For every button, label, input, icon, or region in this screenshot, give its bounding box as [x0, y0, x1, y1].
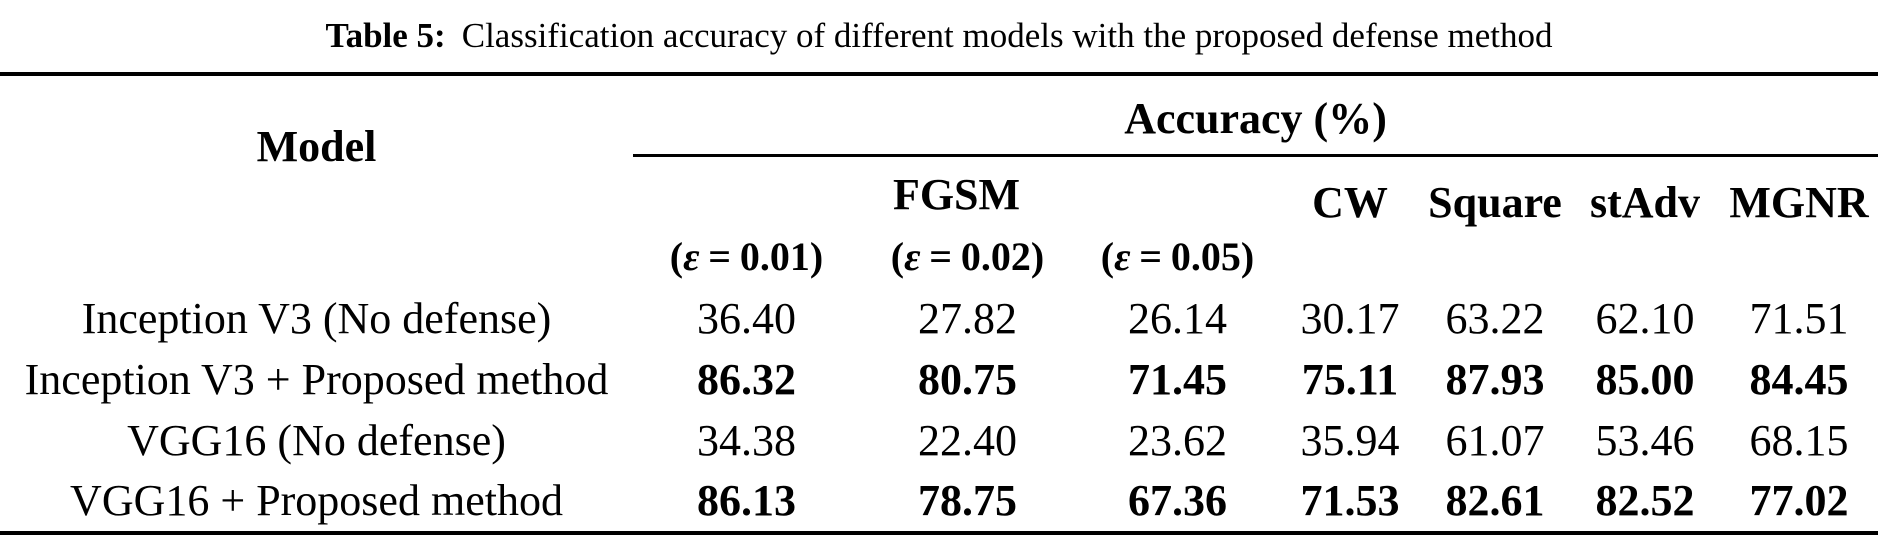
- table-caption-label: Table 5:: [325, 16, 446, 55]
- value-cell: 75.11: [1301, 355, 1399, 404]
- value-cell: 63.22: [1445, 294, 1545, 343]
- value-cell: 67.36: [1128, 476, 1227, 525]
- epsilon-symbol: ε: [1114, 233, 1131, 279]
- paren: (: [890, 233, 905, 279]
- model-name-cell: Inception V3 (No defense): [81, 294, 552, 343]
- value-cell: 71.53: [1300, 476, 1400, 525]
- value-cell: 86.13: [697, 476, 796, 525]
- value-cell: 80.75: [918, 355, 1017, 404]
- value-cell: 82.61: [1445, 476, 1545, 525]
- value-cell: 22.40: [918, 416, 1017, 465]
- value-cell: 36.40: [697, 294, 796, 343]
- value-cell: 61.07: [1445, 416, 1545, 465]
- equals-sign: =: [929, 233, 953, 279]
- value-cell: 62.10: [1595, 294, 1695, 343]
- epsilon-005-header: (ε = 0.05): [1075, 219, 1280, 289]
- equals-sign: =: [708, 233, 732, 279]
- value-cell: 87.93: [1445, 355, 1545, 404]
- epsilon-value: 0.05: [1170, 233, 1241, 279]
- table-row: VGG16 + Proposed method 86.13 78.75 67.3…: [0, 472, 1878, 533]
- model-name-cell: Inception V3 + Proposed method: [24, 355, 609, 404]
- model-name-cell: VGG16 + Proposed method: [70, 476, 563, 525]
- value-cell: 53.46: [1595, 416, 1695, 465]
- value-cell: 30.17: [1300, 294, 1400, 343]
- accuracy-group-header: Accuracy (%): [633, 74, 1878, 157]
- value-cell: 27.82: [918, 294, 1017, 343]
- epsilon-002-header: (ε = 0.02): [860, 219, 1075, 289]
- fgsm-column-header: FGSM: [892, 169, 1021, 219]
- table-caption-text: Classification accuracy of different mod…: [461, 16, 1553, 55]
- model-column-header: Model: [256, 122, 377, 172]
- value-cell: 23.62: [1128, 416, 1227, 465]
- value-cell: 86.32: [697, 355, 796, 404]
- epsilon-value: 0.01: [739, 233, 810, 279]
- table-row: Inception V3 (No defense) 36.40 27.82 26…: [0, 289, 1878, 350]
- value-cell: 68.15: [1749, 416, 1849, 465]
- value-cell: 34.38: [697, 416, 796, 465]
- header-row-attacks: FGSM CW Square stAdv MGNR: [0, 156, 1878, 225]
- cw-column-header: CW: [1312, 178, 1388, 227]
- mgnr-column-header: MGNR: [1729, 178, 1869, 227]
- value-cell: 71.51: [1749, 294, 1849, 343]
- value-cell: 82.52: [1595, 476, 1695, 525]
- value-cell: 35.94: [1300, 416, 1400, 465]
- value-cell: 71.45: [1128, 355, 1227, 404]
- paren: ): [1030, 233, 1045, 279]
- table-row: Inception V3 + Proposed method 86.32 80.…: [0, 350, 1878, 411]
- results-table: Model Accuracy (%) FGSM CW Square stAdv …: [0, 72, 1878, 535]
- paren: (: [669, 233, 684, 279]
- table-caption: Table 5: Classification accuracy of diff…: [0, 0, 1878, 72]
- table-row: VGG16 (No defense) 34.38 22.40 23.62 35.…: [0, 411, 1878, 472]
- header-row-accuracy: Model Accuracy (%): [0, 74, 1878, 169]
- value-cell: 77.02: [1749, 476, 1849, 525]
- value-cell: 84.45: [1749, 355, 1849, 404]
- epsilon-value: 0.02: [960, 233, 1031, 279]
- header-row-epsilon: (ε = 0.01) (ε = 0.02) (ε = 0.05): [0, 219, 1878, 289]
- value-cell: 78.75: [918, 476, 1017, 525]
- epsilon-001-header: (ε = 0.01): [633, 219, 860, 289]
- equals-sign: =: [1139, 233, 1163, 279]
- paren: (: [1100, 233, 1115, 279]
- results-table-header: Model Accuracy (%) FGSM CW Square stAdv …: [0, 74, 1878, 289]
- paren: ): [1240, 233, 1255, 279]
- results-table-body: Inception V3 (No defense) 36.40 27.82 26…: [0, 289, 1878, 533]
- square-column-header: Square: [1428, 178, 1562, 227]
- stadv-column-header: stAdv: [1589, 178, 1701, 227]
- model-name-cell: VGG16 (No defense): [127, 416, 506, 465]
- epsilon-symbol: ε: [683, 233, 700, 279]
- value-cell: 85.00: [1595, 355, 1695, 404]
- epsilon-symbol: ε: [904, 233, 921, 279]
- value-cell: 26.14: [1128, 294, 1227, 343]
- paren: ): [809, 233, 824, 279]
